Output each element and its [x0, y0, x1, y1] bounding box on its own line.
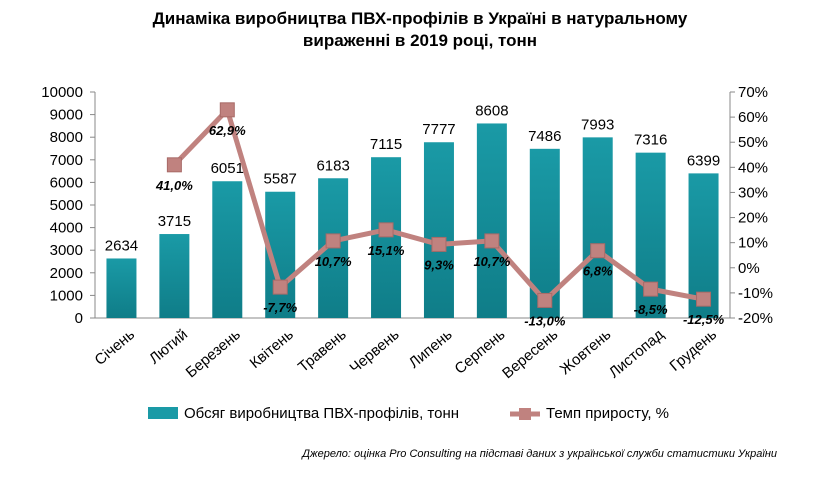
growth-value-label: -8,5% — [634, 302, 668, 317]
legend-swatch-marker — [519, 408, 531, 420]
bar-value-label: 2634 — [105, 237, 138, 254]
x-tick-label: Грудень — [667, 326, 721, 375]
growth-point — [219, 102, 235, 118]
y-left-tick-label: 9000 — [50, 107, 83, 124]
growth-point — [643, 281, 659, 297]
x-tick-label: Липень — [406, 326, 456, 372]
y-right-tick-label: -20% — [738, 310, 773, 327]
y-right-tick-label: -10% — [738, 285, 773, 302]
growth-value-label: 10,7% — [315, 254, 352, 269]
growth-point — [166, 157, 182, 173]
bar-value-label: 7316 — [634, 132, 667, 149]
y-right-tick-label: 70% — [738, 84, 768, 101]
bar-value-label: 6399 — [687, 152, 720, 169]
bar-value-label: 6183 — [316, 157, 349, 174]
x-tick-label: Жовтень — [557, 326, 615, 378]
legend-swatch-bar — [148, 407, 178, 419]
bar — [423, 142, 454, 318]
growth-value-label: -13,0% — [524, 313, 566, 328]
chart-title-line-1: Динаміка виробництва ПВХ-профілів в Укра… — [152, 9, 688, 28]
y-left-tick-label: 1000 — [50, 287, 83, 304]
y-left-tick-label: 4000 — [50, 220, 83, 237]
y-right-tick-label: 20% — [738, 210, 768, 227]
y-left-tick-label: 7000 — [50, 152, 83, 169]
growth-value-label: 9,3% — [424, 257, 454, 272]
bar-value-label: 3715 — [158, 213, 191, 230]
x-tick-label: Травень — [295, 326, 350, 376]
bar — [106, 258, 137, 318]
growth-point — [590, 243, 606, 259]
y-right-tick-label: 10% — [738, 235, 768, 252]
growth-point — [484, 233, 500, 249]
x-tick-label: Вересень — [499, 326, 561, 382]
x-tick-label: Листопад — [606, 326, 668, 382]
growth-point — [537, 292, 553, 308]
growth-value-label: -12,5% — [683, 312, 725, 327]
bar-value-label: 6051 — [211, 160, 244, 177]
y-left-tick-label: 8000 — [50, 129, 83, 146]
y-left-tick-label: 0 — [75, 310, 83, 327]
chart-title-line-2: вираженні в 2019 році, тонн — [302, 31, 538, 50]
growth-value-label: -7,7% — [263, 300, 297, 315]
growth-value-label: 6,8% — [583, 264, 613, 279]
growth-value-label: 10,7% — [473, 254, 510, 269]
bar — [582, 137, 613, 318]
growth-point — [696, 291, 712, 307]
bar-value-label: 5587 — [264, 171, 297, 188]
y-left-tick-label: 6000 — [50, 174, 83, 191]
legend-label-bar: Обсяг виробництва ПВХ-профілів, тонн — [184, 405, 459, 422]
growth-point — [325, 233, 341, 249]
growth-point — [378, 222, 394, 238]
y-left-tick-label: 5000 — [50, 197, 83, 214]
growth-point — [272, 279, 288, 295]
growth-point — [431, 236, 447, 252]
bar — [212, 181, 243, 318]
chart-title: Динаміка виробництва ПВХ-профілів в Укра… — [60, 8, 780, 52]
growth-value-label: 15,1% — [368, 243, 405, 258]
source-note: Джерело: оцінка Pro Consulting на підста… — [302, 448, 777, 460]
x-tick-label: Лютий — [146, 326, 191, 368]
bar-value-label: 7486 — [528, 128, 561, 145]
y-right-tick-label: 0% — [738, 260, 760, 277]
x-tick-label: Квітень — [247, 326, 297, 372]
y-right-tick-label: 30% — [738, 184, 768, 201]
bar-value-label: 7115 — [370, 136, 402, 153]
growth-value-label: 62,9% — [209, 123, 246, 138]
bar-value-label: 7993 — [581, 116, 614, 133]
bar-value-label: 7777 — [422, 121, 455, 138]
combo-chart: 0 1000 2000 3000 4000 5000 6000 7000 8000 9000 100… — [41, 84, 773, 422]
y-right-tick-label: 40% — [738, 159, 768, 176]
bar-value-label: 8608 — [475, 102, 508, 119]
growth-value-label: 41,0% — [155, 178, 193, 193]
x-tick-label: Січень — [92, 326, 139, 369]
bar — [159, 234, 190, 318]
y-right-tick-label: 50% — [738, 134, 768, 151]
y-right-tick-label: 60% — [738, 109, 768, 126]
y-left-tick-label: 2000 — [50, 265, 83, 282]
legend-label-line: Темп приросту, % — [546, 405, 669, 422]
bar — [476, 123, 507, 318]
y-left-tick-label: 10000 — [41, 84, 83, 101]
bar — [371, 157, 402, 318]
x-tick-label: Червень — [347, 326, 403, 377]
x-tick-label: Березень — [183, 326, 244, 381]
y-left-tick-label: 3000 — [50, 242, 83, 259]
